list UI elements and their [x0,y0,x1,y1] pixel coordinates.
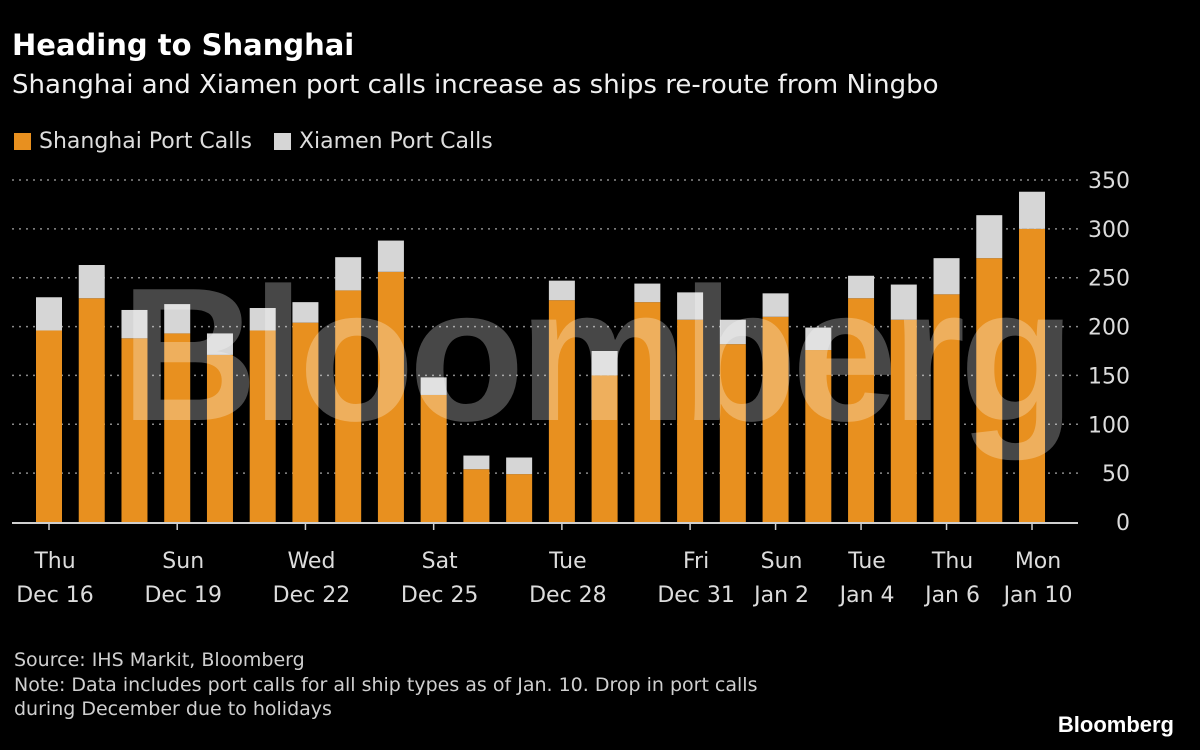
legend-item-shanghai: Shanghai Port Calls [14,129,252,154]
bar-xiamen [292,302,319,323]
bar-xiamen [121,309,148,339]
bar-xiamen [36,297,62,331]
bar-shanghai [292,322,319,522]
bar-xiamen [206,333,233,355]
x-tick-label-date: Dec 19 [144,583,222,608]
watermark-logo: Bloomberg [121,249,1070,461]
bar-xiamen [377,240,404,272]
bar-shanghai [78,298,105,522]
bar-shanghai [249,330,276,522]
bar-shanghai [634,302,661,522]
x-tick-label-date: Dec 28 [529,583,607,608]
note-line-2: during December due to holidays [14,698,332,720]
bar-shanghai [719,344,746,522]
y-tick-label: 50 [1102,462,1130,487]
bar-shanghai [848,298,875,522]
y-tick-label: 150 [1088,364,1130,389]
bar-xiamen [762,293,789,317]
bar-xiamen [805,327,832,351]
x-tick-label-date: Dec 31 [657,583,735,608]
x-tick-label-date: Jan 6 [923,583,980,608]
x-tick-label-day: Fri [683,549,709,574]
y-tick-label: 300 [1088,218,1130,243]
bar-shanghai [506,474,533,522]
x-tick-label-day: Sun [162,549,204,574]
x-tick-label-day: Sun [761,549,803,574]
x-tick-label-date: Dec 16 [16,583,94,608]
bar-shanghai [121,338,148,522]
legend-swatch-shanghai [14,133,31,150]
bar-xiamen [506,457,533,475]
bar-xiamen [164,304,191,334]
bar-xiamen [634,283,661,303]
bar-xiamen [420,377,447,395]
bar-xiamen [591,351,618,376]
x-tick-label-day: Tue [847,549,886,574]
x-tick-label-date: Jan 2 [752,583,809,608]
bar-shanghai [762,316,789,522]
bar-shanghai [335,290,362,522]
bloomberg-logo: Bloomberg [1057,712,1174,737]
bar-xiamen [719,319,746,345]
y-tick-label: 350 [1088,169,1130,194]
bar-shanghai [164,333,191,522]
x-tick-label-day: Thu [931,549,973,574]
x-tick-label-day: Thu [33,549,75,574]
x-tick-label-day: Mon [1015,549,1061,574]
bar-xiamen [249,308,276,331]
legend: Shanghai Port Calls Xiamen Port Calls [14,129,493,154]
bar-xiamen [463,455,490,470]
bar-xiamen [548,280,575,301]
legend-swatch-xiamen [273,133,291,150]
legend-label: Xiamen Port Calls [298,129,493,154]
bar-xiamen [78,265,105,299]
legend-label: Shanghai Port Calls [39,129,252,154]
bar-shanghai [677,319,704,522]
bar-shanghai [933,294,960,522]
y-tick-label: 200 [1088,316,1130,341]
bar-xiamen [335,257,362,291]
bar-shanghai [1019,228,1046,522]
bar-xiamen [848,275,875,299]
chart-subtitle: Shanghai and Xiamen port calls increase … [12,70,939,100]
bar-shanghai [463,469,490,522]
y-tick-label: 100 [1088,413,1130,438]
bar-shanghai [377,271,404,522]
bar-xiamen [890,284,917,320]
x-tick-label-date: Dec 22 [273,583,351,608]
bar-xiamen [976,215,1003,259]
bar-xiamen [677,292,704,320]
bar-shanghai [548,300,575,522]
bar-xiamen [1019,191,1046,229]
bar-shanghai [36,330,62,522]
x-tick-label-date: Dec 25 [401,583,479,608]
y-tick-label: 0 [1116,511,1130,536]
bar-shanghai [420,394,447,522]
x-tick-label-date: Jan 4 [838,583,895,608]
x-tick-label-day: Sat [422,549,458,574]
bar-shanghai [976,258,1003,522]
chart-title: Heading to Shanghai [12,28,355,62]
bar-shanghai [206,354,233,522]
y-tick-label: 250 [1088,267,1130,292]
note-line-1: Note: Data includes port calls for all s… [14,674,758,696]
source-text: Source: IHS Markit, Bloomberg [14,649,305,671]
legend-item-xiamen: Xiamen Port Calls [273,129,493,154]
x-tick-label-day: Tue [548,549,587,574]
bar-shanghai [805,350,832,522]
bar-shanghai [890,319,917,522]
x-tick-label-day: Wed [287,549,335,574]
bar-xiamen [933,258,960,295]
x-tick-label-date: Jan 10 [1002,583,1073,608]
bar-shanghai [591,375,618,522]
